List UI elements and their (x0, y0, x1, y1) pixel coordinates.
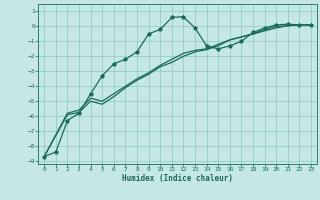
X-axis label: Humidex (Indice chaleur): Humidex (Indice chaleur) (122, 174, 233, 183)
